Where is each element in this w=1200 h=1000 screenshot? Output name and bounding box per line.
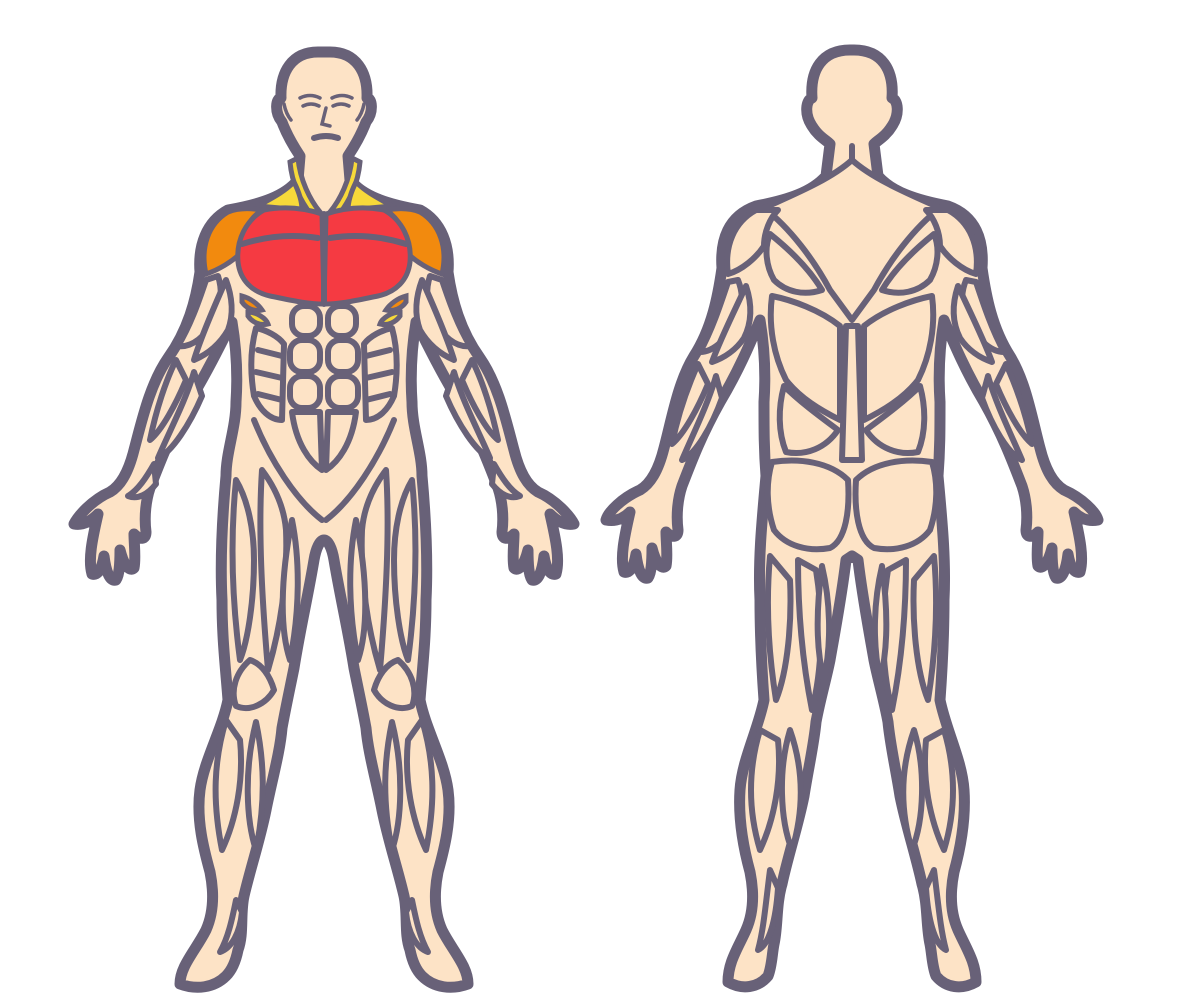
back-glute-right xyxy=(852,457,940,553)
front-figure xyxy=(68,46,580,993)
front-mouth xyxy=(311,133,341,141)
back-deltoid-left xyxy=(724,207,781,277)
front-leg-right xyxy=(347,467,436,955)
front-abdominals xyxy=(287,303,361,473)
front-nose xyxy=(319,106,332,128)
back-arm-left xyxy=(669,277,754,463)
front-eye-right xyxy=(331,102,351,108)
front-ear-left xyxy=(282,102,293,122)
back-deltoid-right xyxy=(923,207,980,277)
front-serratus-left-2 xyxy=(245,309,272,327)
back-leg-right xyxy=(871,553,956,953)
front-groin-left xyxy=(251,417,325,523)
back-leg-left xyxy=(748,553,833,953)
front-leg-left xyxy=(212,467,301,955)
back-lower-left xyxy=(776,383,841,456)
front-groin-right xyxy=(323,417,397,523)
back-infraspinatus-left xyxy=(763,231,825,296)
front-pectoral-fibers-left xyxy=(239,233,321,247)
front-eye-left xyxy=(301,102,321,108)
front-serratus-right-2 xyxy=(376,309,403,327)
back-arm-right xyxy=(950,277,1035,463)
front-pectoral-fibers-right xyxy=(327,233,409,247)
front-brow-right xyxy=(330,93,354,100)
back-figure xyxy=(600,44,1104,993)
back-erector xyxy=(839,323,865,463)
front-obliques xyxy=(248,325,400,423)
back-infraspinatus-right xyxy=(879,231,941,296)
front-arm-right xyxy=(413,273,523,501)
front-serratus-left-1 xyxy=(239,292,267,313)
front-ear-right xyxy=(355,102,366,122)
front-brow-left xyxy=(298,93,322,100)
front-pectoral-right xyxy=(321,205,413,307)
front-arm-left xyxy=(125,273,235,501)
back-lat-right xyxy=(861,293,937,423)
back-glute-left xyxy=(764,457,852,553)
front-serratus-right-1 xyxy=(381,292,409,313)
back-trapezius xyxy=(761,157,943,323)
front-pectoral-left xyxy=(235,205,327,307)
back-lower-right xyxy=(863,383,928,456)
back-lat-left xyxy=(767,293,843,423)
